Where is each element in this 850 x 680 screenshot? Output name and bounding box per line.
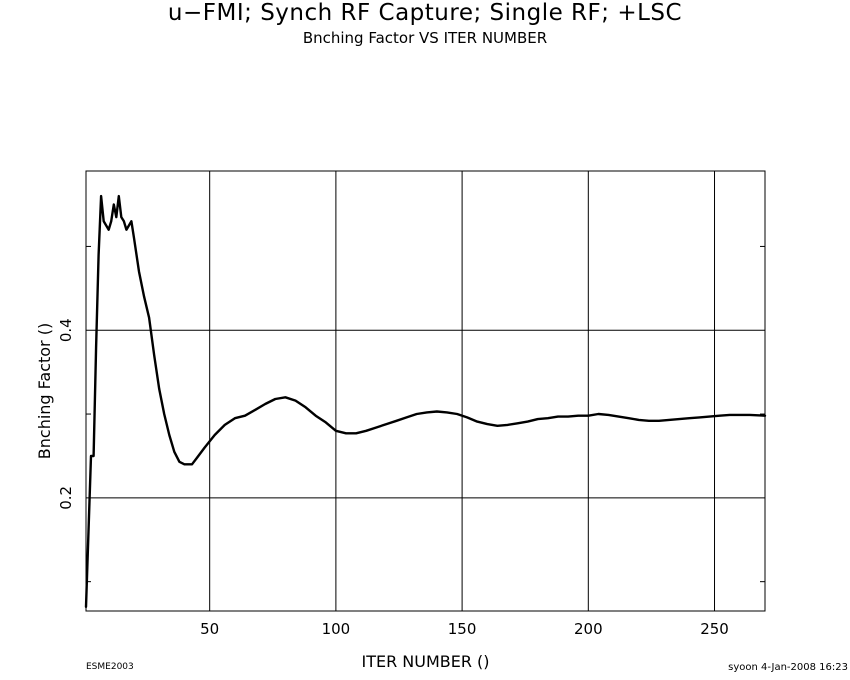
y-tick-label: 0.4 [57,318,75,342]
x-tick-label: 200 [574,620,603,638]
plot-frame [85,170,766,612]
x-tick-label: 50 [200,620,219,638]
x-tick-label: 250 [700,620,729,638]
footer-left-label: ESME2003 [86,662,134,672]
series-line [84,194,767,608]
y-tick-label: 0.2 [57,486,75,510]
grid-lines [86,171,765,611]
footer-timestamp: syoon 4-Jan-2008 16:23 [728,662,848,673]
x-axis-label: ITER NUMBER () [361,652,489,671]
chart-subtitle: Bnching Factor VS ITER NUMBER [302,29,548,47]
y-axis-label: Bnching Factor () [35,323,54,459]
x-tick-label: 100 [322,620,351,638]
chart-title: u−FMI; Synch RF Capture; Single RF; +LSC [167,0,683,26]
x-tick-label: 150 [448,620,477,638]
series-layer [84,194,767,608]
axis-ticks [86,245,765,583]
axis-labels: 50 100 150 200 250 0.2 0.4 ITER NUMBER () Bnchin… [35,318,729,671]
